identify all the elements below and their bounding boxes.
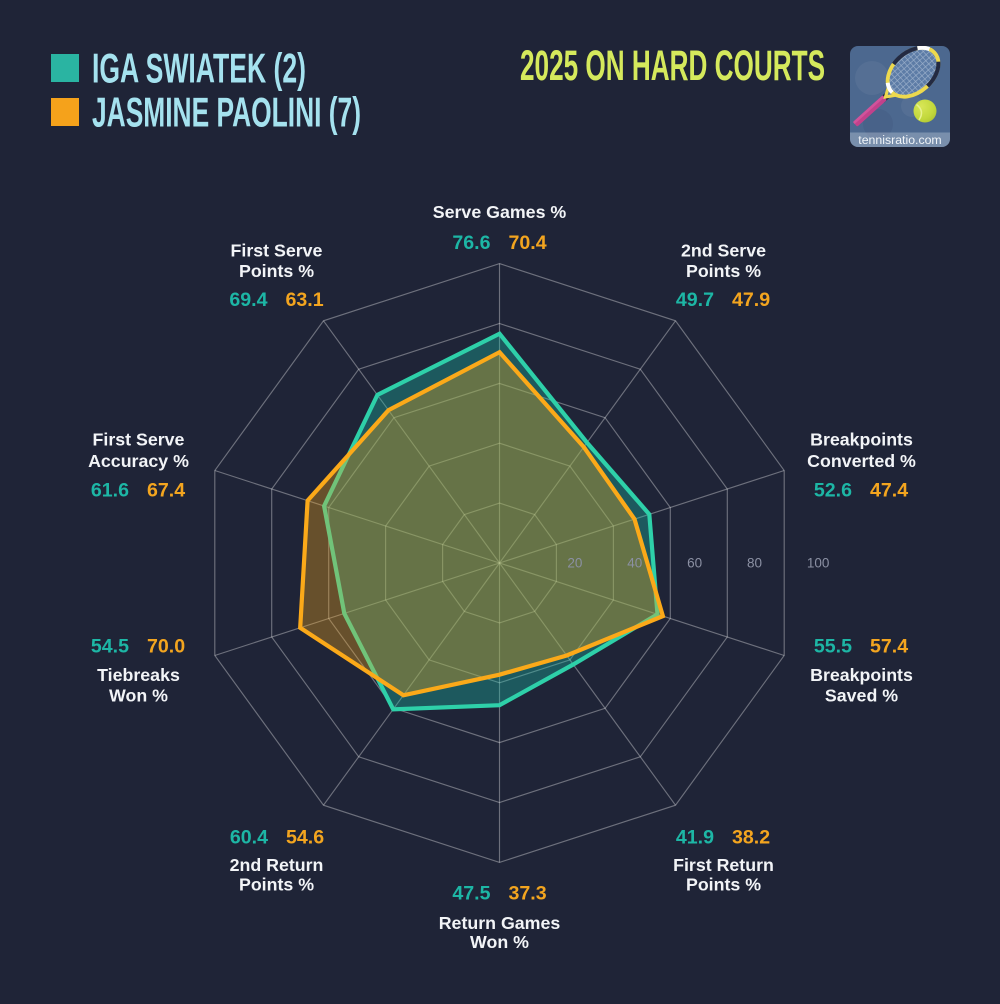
svg-text:First Serve: First Serve — [231, 240, 323, 260]
svg-text:61.667.4: 61.6 67.4 — [91, 479, 185, 501]
svg-text:100: 100 — [807, 556, 830, 571]
svg-text:Breakpoints: Breakpoints — [810, 665, 913, 685]
svg-text:Points %: Points % — [686, 875, 761, 895]
svg-text:54.570.0: 54.5 70.0 — [91, 635, 185, 657]
svg-text:47.537.3: 47.5 37.3 — [452, 883, 546, 905]
svg-text:Points %: Points % — [239, 261, 314, 281]
svg-text:69.463.1: 69.4 63.1 — [229, 289, 323, 311]
svg-text:Return Games: Return Games — [439, 913, 561, 933]
svg-text:60: 60 — [687, 556, 702, 571]
svg-text:60.454.6: 60.4 54.6 — [230, 827, 324, 849]
svg-text:Points %: Points % — [239, 875, 314, 895]
svg-text:20: 20 — [567, 556, 582, 571]
svg-text:First Serve: First Serve — [93, 429, 185, 449]
svg-text:52.647.4: 52.6 47.4 — [814, 479, 908, 501]
svg-text:Converted %: Converted % — [807, 451, 916, 471]
svg-text:41.938.2: 41.9 38.2 — [676, 827, 770, 849]
svg-text:49.747.9: 49.7 47.9 — [676, 289, 770, 311]
svg-text:2nd Serve: 2nd Serve — [681, 240, 766, 260]
svg-text:Won %: Won % — [470, 932, 529, 952]
svg-text:Tiebreaks: Tiebreaks — [97, 665, 180, 685]
svg-text:Saved %: Saved % — [825, 686, 898, 706]
svg-text:JASMINE PAOLINI (7): JASMINE PAOLINI (7) — [92, 89, 361, 136]
svg-text:IGA SWIATEK (2): IGA SWIATEK (2) — [92, 45, 306, 92]
svg-text:2nd Return: 2nd Return — [230, 855, 324, 875]
svg-text:80: 80 — [747, 556, 762, 571]
svg-text:76.670.4: 76.6 70.4 — [452, 232, 546, 254]
svg-text:40: 40 — [627, 556, 642, 571]
svg-text:First Return: First Return — [673, 855, 774, 875]
svg-text:tennisratio.com: tennisratio.com — [858, 133, 941, 147]
svg-text:Breakpoints: Breakpoints — [810, 429, 913, 449]
svg-text:Serve Games %: Serve Games % — [433, 202, 567, 222]
svg-text:Won %: Won % — [109, 686, 168, 706]
svg-text:Accuracy %: Accuracy % — [88, 451, 189, 471]
svg-text:2025 ON HARD COURTS: 2025 ON HARD COURTS — [520, 42, 825, 90]
svg-text:55.557.4: 55.5 57.4 — [814, 635, 908, 657]
svg-text:Points %: Points % — [686, 261, 761, 281]
